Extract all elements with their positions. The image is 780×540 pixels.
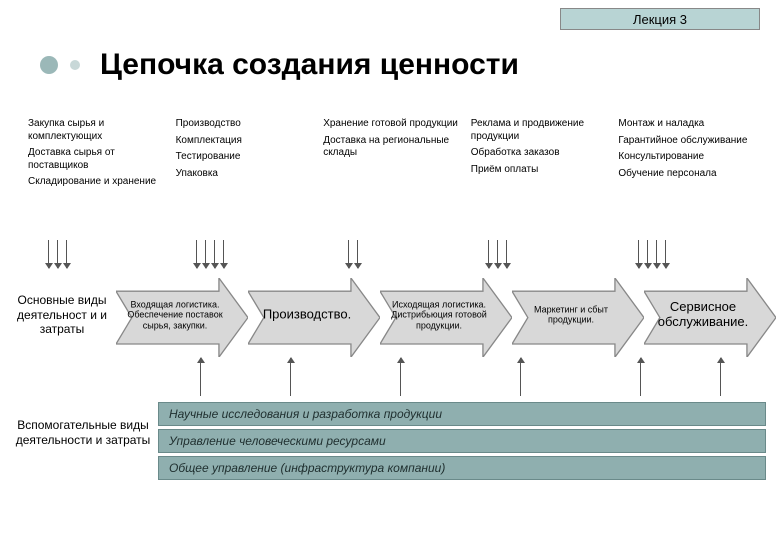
connector-group (488, 240, 507, 268)
column-item: Монтаж и наладка (618, 118, 760, 131)
column-item: Консультирование (618, 151, 760, 164)
up-connectors (160, 358, 768, 398)
column-item: Тестирование (176, 151, 318, 164)
connector-line-icon (66, 240, 67, 268)
column-item: Комплектация (176, 135, 318, 148)
connector-line-icon (488, 240, 489, 268)
connector-line-icon (348, 240, 349, 268)
value-chain-arrow: Сервисное обслуживание. (644, 278, 776, 352)
support-activity-bar: Общее управление (инфраструктура компани… (158, 456, 766, 480)
connector-line-icon (497, 240, 498, 268)
connector-line-icon (223, 240, 224, 268)
page-title: Цепочка создания ценности (100, 48, 519, 82)
arrow-label: Производство. (254, 308, 360, 323)
connector-line-icon (665, 240, 666, 268)
connector-line-icon (214, 240, 215, 268)
column: Хранение готовой продукции Доставка на ре… (323, 118, 465, 189)
column-item: Складирование и хранение (28, 176, 170, 189)
connector-line-icon (48, 240, 49, 268)
value-chain-arrow: Входящая логистика. Обеспечение поставок… (116, 278, 248, 352)
connector-line-icon (205, 240, 206, 268)
arrow-label: Входящая логистика. Обеспечение поставок… (122, 299, 228, 330)
column-item: Приём оплаты (471, 164, 613, 177)
column-item: Гарантийное обслуживание (618, 135, 760, 148)
primary-label: Основные виды деятельност и и затраты (8, 293, 116, 336)
lecture-badge: Лекция 3 (560, 8, 760, 30)
connector-line-icon (656, 240, 657, 268)
support-activity-bar: Управление человеческими ресурсами (158, 429, 766, 453)
column-item: Закупка сырья и комплектующих (28, 118, 170, 143)
connector-line-icon (647, 240, 648, 268)
up-connector-icon (640, 358, 641, 396)
connector-line-icon (506, 240, 507, 268)
column-item: Упаковка (176, 168, 318, 181)
up-connector-icon (520, 358, 521, 396)
connector-line-icon (638, 240, 639, 268)
down-connectors (28, 240, 760, 276)
arrow-chain: Входящая логистика. Обеспечение поставок… (116, 278, 776, 352)
support-section: Вспомогательные виды деятельности и затр… (8, 402, 776, 480)
column: Производство Комплектация Тестирование Упак… (176, 118, 318, 189)
column-item: Обработка заказов (471, 147, 613, 160)
arrow-label: Исходящая логистика. Дистрибьюция готово… (386, 299, 492, 330)
support-label: Вспомогательные виды деятельности и затр… (8, 402, 158, 480)
activity-columns: Закупка сырья и комплектующих Доставка сы… (28, 118, 760, 189)
bullet-large-icon (40, 56, 58, 74)
connector-line-icon (357, 240, 358, 268)
column: Монтаж и наладка Гарантийное обслуживание… (618, 118, 760, 189)
up-connector-icon (720, 358, 721, 396)
connector-line-icon (57, 240, 58, 268)
connector-group (48, 240, 67, 268)
column-item: Производство (176, 118, 318, 131)
connector-line-icon (196, 240, 197, 268)
column-item: Обучение персонала (618, 168, 760, 181)
connector-group (348, 240, 358, 268)
bullet-small-icon (70, 60, 80, 70)
arrow-label: Сервисное обслуживание. (650, 300, 756, 330)
column-item: Доставка на региональные склады (323, 135, 465, 160)
primary-activities-row: Основные виды деятельност и и затраты Вх… (8, 278, 776, 352)
up-connector-icon (400, 358, 401, 396)
support-activity-bar: Научные исследования и разработка продук… (158, 402, 766, 426)
title-row: Цепочка создания ценности (40, 48, 519, 82)
value-chain-arrow: Маркетинг и сбыт продукции. (512, 278, 644, 352)
column-item: Хранение готовой продукции (323, 118, 465, 131)
up-connector-icon (200, 358, 201, 396)
column: Реклама и продвижение продукции Обработка… (471, 118, 613, 189)
connector-group (638, 240, 666, 268)
column-item: Доставка сырья от поставщиков (28, 147, 170, 172)
value-chain-arrow: Производство. (248, 278, 380, 352)
column-item: Реклама и продвижение продукции (471, 118, 613, 143)
connector-group (196, 240, 224, 268)
lecture-text: Лекция 3 (633, 12, 687, 27)
arrow-label: Маркетинг и сбыт продукции. (518, 305, 624, 326)
up-connector-icon (290, 358, 291, 396)
value-chain-arrow: Исходящая логистика. Дистрибьюция готово… (380, 278, 512, 352)
support-bars: Научные исследования и разработка продук… (158, 402, 776, 480)
column: Закупка сырья и комплектующих Доставка сы… (28, 118, 170, 189)
